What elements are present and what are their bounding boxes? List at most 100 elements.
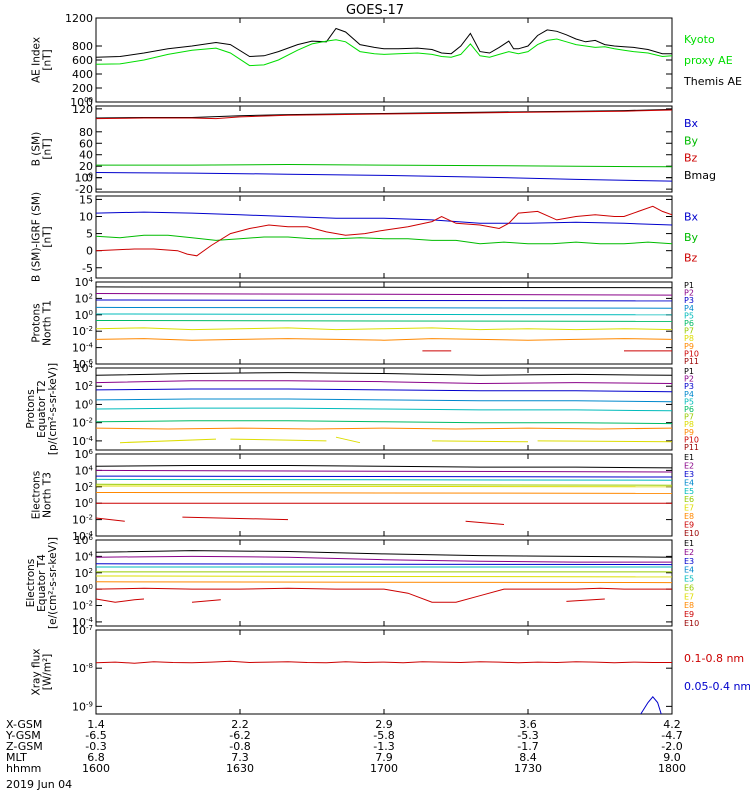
- legend-entry: E7: [684, 504, 694, 513]
- y-axis-label: [e/(cm²-s-sr-keV)]: [47, 537, 59, 629]
- series-line-e6: [96, 575, 672, 578]
- y-tick-label: 104: [75, 464, 94, 477]
- panel-frame: [95, 539, 673, 627]
- x-axis-row-value: 1.4: [87, 718, 105, 731]
- y-tick-label: 0: [86, 172, 93, 185]
- x-axis-row-value: -5.3: [517, 729, 538, 742]
- y-tick-label: 800: [72, 40, 93, 53]
- x-axis-row-value: 3.6: [519, 718, 537, 731]
- x-axis-row-label: Y-GSM: [5, 729, 41, 742]
- legend-entry: 0.1-0.8 nm: [684, 652, 744, 665]
- series-line-bz: [96, 205, 672, 257]
- series-line-e6: [96, 485, 672, 488]
- y-tick-label: 102: [75, 380, 93, 393]
- series-line-p1: [96, 372, 672, 376]
- series-group: [96, 108, 672, 182]
- x-axis-row-value: 6.8: [87, 751, 105, 764]
- y-axis-label: [p/(cm²-s-sr-keV)]: [47, 363, 59, 455]
- y-tick-label: 10-8: [72, 662, 93, 675]
- legend-entry: proxy AE: [684, 54, 733, 67]
- x-axis-row-value: -0.8: [229, 740, 250, 753]
- x-axis-row-value: 1600: [82, 762, 110, 775]
- series-line-e2: [96, 555, 672, 563]
- legend-entry: E2: [684, 461, 694, 470]
- series-line-e8: [96, 587, 672, 603]
- x-axis-row-value: -1.3: [373, 740, 394, 753]
- legend-entry: Kyoto: [684, 33, 715, 46]
- x-axis-row-label: hhmm: [6, 762, 41, 775]
- legend-entry: P6: [684, 319, 694, 328]
- x-axis-row-label: MLT: [6, 751, 27, 764]
- y-tick-label: 100: [75, 583, 93, 596]
- x-axis-row-value: 2.2: [231, 718, 249, 731]
- legend-entry: 0.05-0.4 nm: [684, 680, 750, 693]
- y-axis-label: North T1: [42, 300, 54, 346]
- series-line-e7: [96, 492, 672, 494]
- y-tick-label: 102: [75, 481, 93, 494]
- y-tick-label: 104: [75, 276, 94, 289]
- series-line-e1: [96, 465, 672, 469]
- legend-entry: P1: [684, 367, 694, 376]
- legend-entry: E1: [684, 453, 694, 462]
- legend-entry: By: [684, 134, 699, 147]
- y-tick-label: 10-7: [72, 624, 93, 637]
- legend-entry: By: [684, 231, 699, 244]
- legend-entry: P2: [684, 375, 694, 384]
- series-line-p5: [96, 407, 672, 412]
- series-line-0-1-0-8-nm: [96, 660, 672, 664]
- series-group: [96, 660, 672, 714]
- y-tick-label: 20: [79, 160, 93, 173]
- x-axis-row-value: 1700: [370, 762, 398, 775]
- legend-entry: P7: [684, 327, 694, 336]
- y-axis-label: B (SM): [31, 132, 43, 166]
- legend-entry: P3: [684, 296, 694, 305]
- series-line-by: [96, 163, 672, 168]
- legend-entry: P11: [684, 443, 699, 452]
- legend-entry: P8: [684, 334, 694, 343]
- legend-entry: Themis AE: [683, 75, 742, 88]
- series-line-p8d: [431, 440, 529, 443]
- y-tick-label: 10-2: [72, 417, 93, 430]
- legend-entry: E4: [684, 566, 694, 575]
- legend-entry: P5: [684, 311, 694, 320]
- series-line-p5: [96, 313, 672, 316]
- y-tick-label: 10-2: [72, 325, 93, 338]
- legend-entry: P9: [684, 342, 694, 351]
- panel-frame: [95, 629, 673, 715]
- series-line-e5: [96, 483, 672, 486]
- panel-5: 10-4 10-2 100 102 104 Protons Equator T2 [p/(cm…: [25, 362, 699, 455]
- x-axis-row-value: 7.9: [375, 751, 393, 764]
- y-tick-label: 100: [75, 172, 93, 185]
- date-label: 2019 Jun 04: [6, 778, 72, 791]
- series-line-proxy-ae: [96, 38, 672, 67]
- legend-entry: Bz: [684, 252, 698, 265]
- y-axis-label: Xray flux: [31, 649, 43, 696]
- series-line-e9b: [182, 516, 289, 521]
- x-axis-row-value: 1730: [514, 762, 542, 775]
- series-line-e9c: [566, 598, 605, 602]
- legend-entry: P10: [684, 435, 699, 444]
- y-tick-label: 600: [72, 54, 93, 67]
- y-tick-label: 10-9: [72, 700, 93, 713]
- series-line-p2: [96, 293, 672, 296]
- x-axis-row-value: -1.7: [517, 740, 538, 753]
- y-axis-label: North T3: [42, 472, 54, 518]
- legend-entry: E10: [684, 619, 699, 628]
- y-tick-label: -5: [82, 262, 93, 275]
- y-tick-label: 0: [86, 245, 93, 258]
- y-tick-label: 100: [75, 497, 93, 510]
- series-line-e9: [96, 517, 125, 522]
- series-line-e3: [96, 475, 672, 478]
- series-line-e9b: [191, 599, 221, 603]
- y-tick-label: 5: [86, 228, 93, 241]
- y-axis-label: Equator T2: [36, 380, 48, 438]
- y-tick-label: 10-2: [72, 600, 93, 613]
- y-tick-label: 200: [72, 82, 93, 95]
- y-tick-label: 100: [75, 398, 93, 411]
- series-line-e9: [96, 598, 145, 603]
- y-axis-label: Electrons: [31, 471, 43, 520]
- series-line-e7: [96, 581, 672, 584]
- x-axis-row-value: 1800: [658, 762, 686, 775]
- panel-3: -5 0 5 10 15 B (SM)-IGRF (SM) [nT] Bx By Bz: [31, 192, 699, 282]
